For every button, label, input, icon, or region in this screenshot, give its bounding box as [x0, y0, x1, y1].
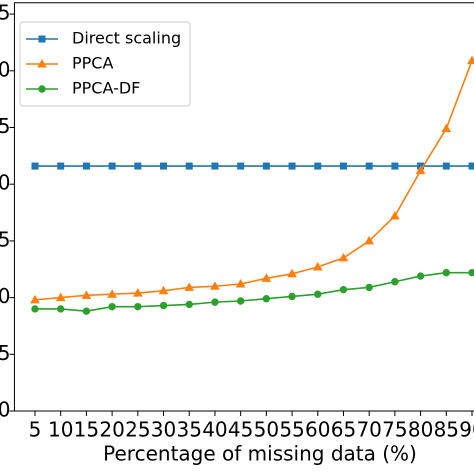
marker [338, 252, 349, 262]
y-tick-label: 3.0 [0, 57, 10, 81]
marker [160, 162, 168, 170]
y-tick-label: 2.5 [0, 114, 10, 138]
marker [38, 35, 46, 43]
marker [236, 297, 245, 305]
marker [57, 162, 65, 170]
marker [391, 278, 399, 286]
y-tick-label: 2.0 [0, 171, 10, 195]
marker [159, 301, 168, 310]
marker [31, 305, 39, 313]
marker [82, 307, 91, 315]
marker [442, 268, 450, 277]
marker [312, 261, 323, 271]
marker [30, 294, 40, 304]
y-tick-label: 0.0 [0, 398, 10, 422]
marker [108, 162, 116, 170]
y-tick-label: 1.5 [0, 227, 10, 251]
marker [262, 295, 271, 303]
legend-box [19, 21, 191, 107]
marker [364, 235, 375, 245]
marker [287, 268, 297, 278]
x-axis-label: Percentage of missing data (%) [103, 442, 417, 466]
x-tick-label: 45 [228, 418, 253, 442]
marker [81, 290, 92, 299]
x-tick-label: 50 [254, 418, 279, 442]
marker [365, 283, 373, 292]
marker [415, 165, 426, 175]
marker [288, 292, 296, 301]
x-tick-label: 60 [305, 418, 330, 442]
marker [82, 162, 90, 170]
series-line [34, 60, 473, 301]
x-tick-label: 25 [125, 418, 150, 442]
marker [391, 162, 399, 170]
x-tick-label: 85 [434, 418, 459, 442]
marker [210, 281, 220, 290]
x-tick-label: 15 [74, 418, 99, 442]
marker [211, 298, 219, 306]
marker [314, 162, 322, 170]
x-tick-label: 65 [331, 418, 356, 442]
marker [185, 300, 193, 309]
legend-label: Direct scaling [72, 29, 181, 48]
marker [31, 162, 39, 170]
marker [38, 85, 46, 93]
x-tick-label: 90 [459, 418, 474, 442]
marker [158, 285, 169, 295]
marker [441, 123, 452, 133]
plot-frame [13, 2, 474, 412]
series-line [35, 271, 472, 313]
x-tick-label: 40 [202, 418, 227, 442]
y-tick-label: 0.5 [0, 341, 10, 365]
marker [211, 162, 219, 170]
marker [261, 273, 272, 282]
marker [288, 162, 296, 170]
x-tick-label: 70 [356, 418, 381, 442]
marker [442, 162, 450, 170]
marker [185, 162, 193, 170]
x-tick-label: 75 [382, 418, 407, 442]
x-tick-label: 35 [177, 418, 202, 442]
x-tick-label: 10 [48, 418, 73, 442]
marker [339, 162, 347, 170]
y-tick-label: 3.5 [0, 1, 10, 25]
marker [314, 290, 322, 298]
marker [365, 162, 373, 170]
marker [468, 268, 474, 277]
marker [37, 58, 47, 68]
marker [416, 272, 425, 280]
marker [132, 288, 143, 297]
marker [184, 282, 195, 291]
y-tick-label: 1.0 [0, 284, 10, 308]
marker [262, 162, 270, 170]
legend-label: PPCA [72, 54, 113, 73]
marker [134, 302, 142, 311]
x-tick-label: 80 [408, 418, 433, 442]
x-tick-label: 20 [99, 418, 124, 442]
x-tick-label: 55 [279, 418, 304, 442]
marker [107, 289, 117, 298]
marker [108, 302, 116, 311]
marker [339, 285, 348, 294]
marker [235, 278, 246, 288]
x-tick-label: 30 [151, 418, 176, 442]
marker [390, 210, 400, 220]
legend-label: PPCA-DF [72, 79, 140, 98]
marker [467, 55, 474, 65]
marker [134, 162, 142, 170]
x-tick-label: 5 [29, 418, 42, 442]
legend: Direct scaling PPCA PPCA-DF [19, 21, 191, 107]
marker [55, 292, 66, 302]
marker [237, 162, 245, 170]
marker [468, 162, 474, 170]
marker [57, 305, 65, 313]
